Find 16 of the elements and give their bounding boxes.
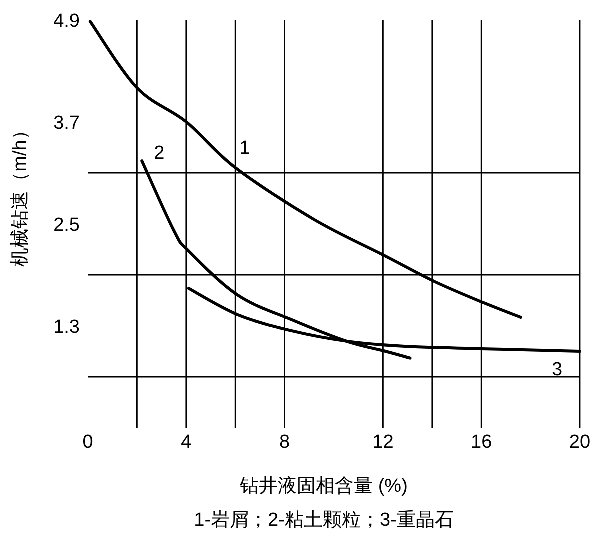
y-tick-label: 2.5 xyxy=(54,215,80,236)
x-tick-label: 4 xyxy=(181,432,192,453)
x-axis-title: 钻井液固相含量 (%) xyxy=(239,475,408,497)
text: 1-岩屑；2-粘土颗粒；3-重晶石 xyxy=(194,510,454,531)
series-label: 3 xyxy=(552,360,563,380)
y-tick-label: 3.7 xyxy=(54,113,80,134)
y-axis-title: 机械钻速（m/h） xyxy=(10,121,31,267)
x-tick-label: 16 xyxy=(471,432,492,453)
x-tick-label: 20 xyxy=(569,432,591,453)
y-tick-label: 4.9 xyxy=(54,11,80,32)
series-label: 2 xyxy=(154,143,165,164)
series-label: 1 xyxy=(240,138,250,159)
y-tick-label: 1.3 xyxy=(54,317,80,338)
x-tick-label: 8 xyxy=(280,432,290,453)
x-tick-label: 0 xyxy=(82,432,94,453)
x-tick-label: 12 xyxy=(372,432,394,453)
